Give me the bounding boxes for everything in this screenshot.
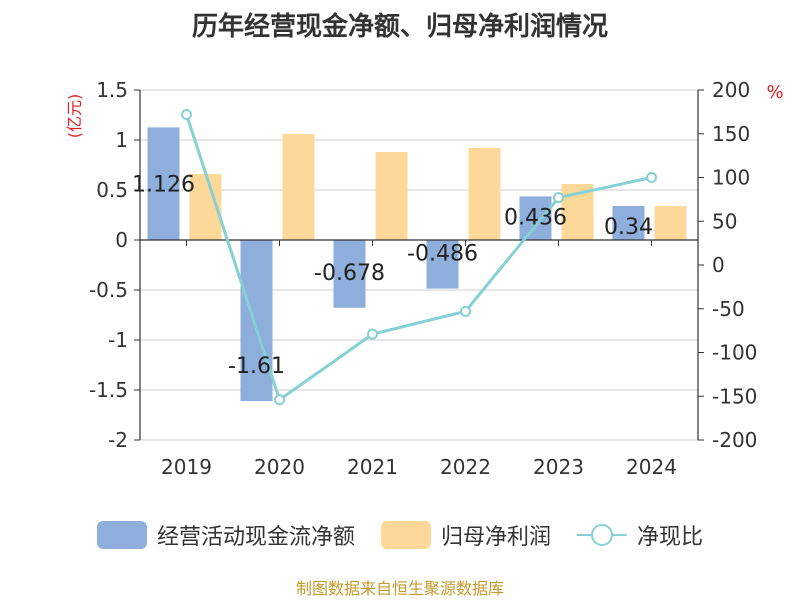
line-point xyxy=(460,305,471,317)
legend-swatch-orange xyxy=(380,521,431,549)
right-tick-label: 0 xyxy=(712,253,725,277)
left-axis-unit: (亿元) xyxy=(65,94,84,139)
bar-operating-cash-flow xyxy=(333,240,366,308)
legend-label: 归母净利润 xyxy=(440,525,551,550)
data-label: -0.678 xyxy=(314,261,385,286)
x-tick-label: 2023 xyxy=(533,455,584,479)
right-tick-label: -150 xyxy=(712,384,757,408)
left-tick-label: -1 xyxy=(108,328,128,352)
line-point xyxy=(367,328,378,340)
right-tick-label: 100 xyxy=(712,166,750,190)
legend: 经营活动现金流净额 归母净利润 净现比 xyxy=(0,515,800,555)
x-tick-label: 2021 xyxy=(347,455,398,479)
left-tick-label: -0.5 xyxy=(89,278,128,302)
bar-operating-cash-flow xyxy=(612,206,645,240)
legend-item-net-profit[interactable]: 归母净利润 xyxy=(380,519,551,551)
legend-item-cash-ratio[interactable]: 净现比 xyxy=(577,519,703,551)
combo-chart: 1.5 1 0.5 0 -0.5 -1 -1.5 -2 200 150 100 50 0 -50 -100 -… xyxy=(65,78,784,479)
data-label: 0.436 xyxy=(504,205,567,230)
legend-swatch-blue xyxy=(96,521,147,549)
data-label: -0.486 xyxy=(407,242,478,267)
bar-operating-cash-flow xyxy=(147,127,180,240)
left-tick-label: -1.5 xyxy=(89,378,128,402)
x-tick-label: 2020 xyxy=(254,455,305,479)
line-cash-ratio xyxy=(185,114,652,403)
legend-item-operating-cash-flow[interactable]: 经营活动现金流净额 xyxy=(96,519,355,551)
right-axis-unit: % xyxy=(766,82,783,103)
data-label: 0.34 xyxy=(604,215,653,240)
legend-swatch-line xyxy=(577,521,627,549)
line-point xyxy=(181,109,192,120)
right-tick-label: -50 xyxy=(712,297,745,321)
data-label: -1.61 xyxy=(228,354,285,379)
bar-net-profit xyxy=(468,148,501,240)
chart-title: 历年经营现金净额、归母净利润情况 xyxy=(191,12,608,42)
right-tick-label: -200 xyxy=(712,428,757,452)
right-tick-label: 50 xyxy=(712,209,737,233)
x-tick-label: 2019 xyxy=(161,455,212,479)
line-point xyxy=(274,394,285,406)
left-tick-label: 0.5 xyxy=(96,178,128,202)
x-tick-label: 2022 xyxy=(440,455,491,479)
bar-net-profit xyxy=(654,206,687,240)
bar-operating-cash-flow xyxy=(519,196,552,240)
bar-net-profit xyxy=(282,134,315,240)
left-tick-label: 0 xyxy=(115,228,128,252)
data-label: 1.126 xyxy=(132,172,195,197)
right-tick-label: -100 xyxy=(712,341,757,365)
bar-net-profit xyxy=(375,152,408,240)
left-tick-label: -2 xyxy=(108,428,128,452)
right-tick-label: 150 xyxy=(712,122,750,146)
legend-label: 经营活动现金流净额 xyxy=(156,525,355,550)
line-point xyxy=(646,172,657,183)
bar-operating-cash-flow xyxy=(426,240,459,289)
bar-operating-cash-flow xyxy=(240,240,273,401)
left-tick-label: 1.5 xyxy=(96,78,128,102)
left-tick-label: 1 xyxy=(115,128,128,152)
source-note: 制图数据来自恒生聚源数据库 xyxy=(295,579,504,598)
right-tick-label: 200 xyxy=(712,78,750,102)
legend-label: 净现比 xyxy=(637,525,704,550)
line-point xyxy=(553,192,564,204)
x-tick-label: 2024 xyxy=(626,455,677,479)
